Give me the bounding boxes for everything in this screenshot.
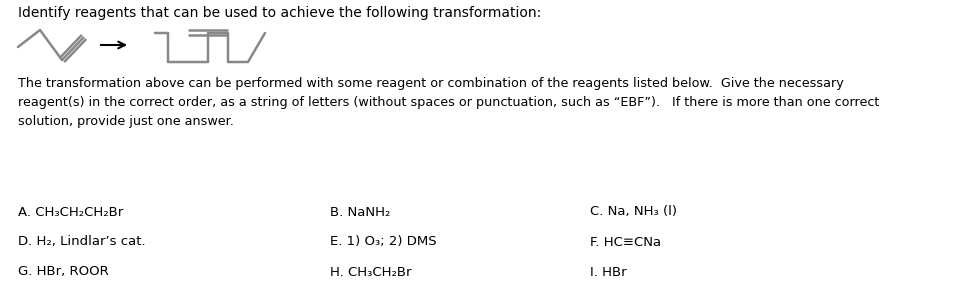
Text: Identify reagents that can be used to achieve the following transformation:: Identify reagents that can be used to ac…	[18, 6, 541, 20]
Text: I. HBr: I. HBr	[590, 265, 627, 278]
Text: C. Na, NH₃ (l): C. Na, NH₃ (l)	[590, 206, 677, 218]
Text: B. NaNH₂: B. NaNH₂	[330, 206, 390, 218]
Text: E. 1) O₃; 2) DMS: E. 1) O₃; 2) DMS	[330, 235, 437, 249]
Text: D. H₂, Lindlar’s cat.: D. H₂, Lindlar’s cat.	[18, 235, 146, 249]
Text: F. HC≡CNa: F. HC≡CNa	[590, 235, 661, 249]
Text: H. CH₃CH₂Br: H. CH₃CH₂Br	[330, 265, 412, 278]
Text: The transformation above can be performed with some reagent or combination of th: The transformation above can be performe…	[18, 77, 879, 128]
Text: A. CH₃CH₂CH₂Br: A. CH₃CH₂CH₂Br	[18, 206, 124, 218]
Text: G. HBr, ROOR: G. HBr, ROOR	[18, 265, 109, 278]
